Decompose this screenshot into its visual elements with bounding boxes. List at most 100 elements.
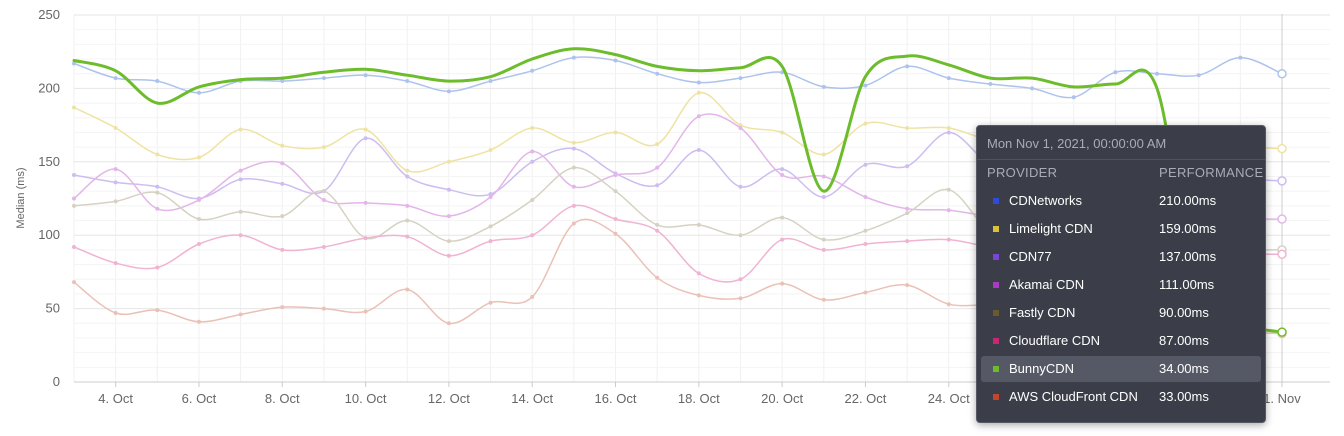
y-tick-label: 150 [38,154,60,169]
data-point [321,244,326,249]
data-point [905,239,910,244]
series-line[interactable] [73,56,1283,99]
data-point [613,189,618,194]
hover-point-marker [1277,327,1287,337]
tooltip-divider [977,159,1265,160]
x-tick-label: 14. Oct [511,391,553,406]
data-point [946,237,951,242]
tooltip-row: Limelight CDN 159.00ms [981,216,1261,242]
data-point [280,305,285,310]
y-axis: 0 50 100 150 200 250 [38,7,60,389]
data-point [863,162,868,167]
data-point [821,247,826,252]
data-point [113,167,118,172]
x-tick-label: 22. Oct [844,391,886,406]
data-point [821,174,826,179]
data-point [155,79,160,84]
data-point [863,290,868,295]
data-point [280,161,285,166]
tooltip-provider-header: PROVIDER [987,165,1058,180]
data-point [238,312,243,317]
data-point [946,130,951,135]
tooltip-row: Akamai CDN 111.00ms [981,272,1261,298]
data-point [530,294,535,299]
data-point [72,196,76,201]
x-tick-label: 12. Oct [428,391,470,406]
data-point [821,237,826,242]
data-point [655,275,660,280]
legend-swatch-icon [993,394,999,400]
data-point [780,215,785,220]
hover-point-marker [1277,214,1287,224]
tooltip-performance-value: 33.00ms [1159,389,1209,404]
data-point [72,173,76,178]
data-point [113,180,118,185]
x-tick-label: 24. Oct [928,391,970,406]
series-bunnycdn[interactable] [72,47,1284,338]
data-point [155,152,160,157]
data-point [1071,95,1076,100]
data-point [155,206,160,211]
data-point [446,214,451,219]
data-point [72,105,76,110]
y-tick-label: 100 [38,227,60,242]
data-point [696,271,701,276]
data-point [155,265,160,270]
data-point [72,61,76,66]
data-point [155,308,160,313]
data-point [238,177,243,182]
data-point [363,236,368,241]
data-point [280,143,285,148]
data-point [113,311,118,316]
y-tick-label: 200 [38,80,60,95]
data-point [863,242,868,247]
data-point [571,140,576,145]
data-point [446,159,451,164]
tooltip-provider-name: AWS CloudFront CDN [1009,389,1138,404]
legend-swatch-icon [993,226,999,232]
data-point [655,142,660,147]
data-point [488,192,493,197]
data-point [571,221,576,226]
data-point [696,222,701,227]
data-point [321,145,326,150]
legend-swatch-icon [993,254,999,260]
data-point [738,233,743,238]
data-point [780,130,785,135]
data-point [905,164,910,169]
tooltip-performance-value: 111.00ms [1159,277,1215,292]
tooltip-timestamp: Mon Nov 1, 2021, 00:00:00 AM [987,136,1167,151]
data-point [905,283,910,288]
data-point [613,130,618,135]
data-point [780,237,785,242]
data-point [363,127,368,132]
data-point [613,231,618,236]
data-point [738,184,743,189]
x-tick-label: 10. Oct [345,391,387,406]
data-point [905,126,910,131]
tooltip-provider-name: CDN77 [1009,249,1052,264]
data-point [571,55,576,60]
data-point [72,244,76,249]
x-tick-label: 16. Oct [595,391,637,406]
data-point [238,233,243,238]
data-point [530,197,535,202]
data-point [655,183,660,188]
data-point [321,76,326,81]
tooltip-row: Fastly CDN 90.00ms [981,300,1261,326]
data-point [1113,70,1118,75]
data-point [821,297,826,302]
data-point [405,234,410,239]
tooltip-provider-name: Limelight CDN [1009,221,1093,236]
data-point [530,126,535,131]
data-point [1030,86,1035,91]
series-line[interactable] [72,47,1284,338]
tooltip-performance-value: 34.00ms [1159,361,1209,376]
data-point [1155,71,1160,76]
tooltip-row: CDNetworks 210.00ms [981,188,1261,214]
data-point [655,71,660,76]
data-point [446,253,451,258]
data-point [280,214,285,219]
data-point [655,165,660,170]
data-point [613,217,618,222]
